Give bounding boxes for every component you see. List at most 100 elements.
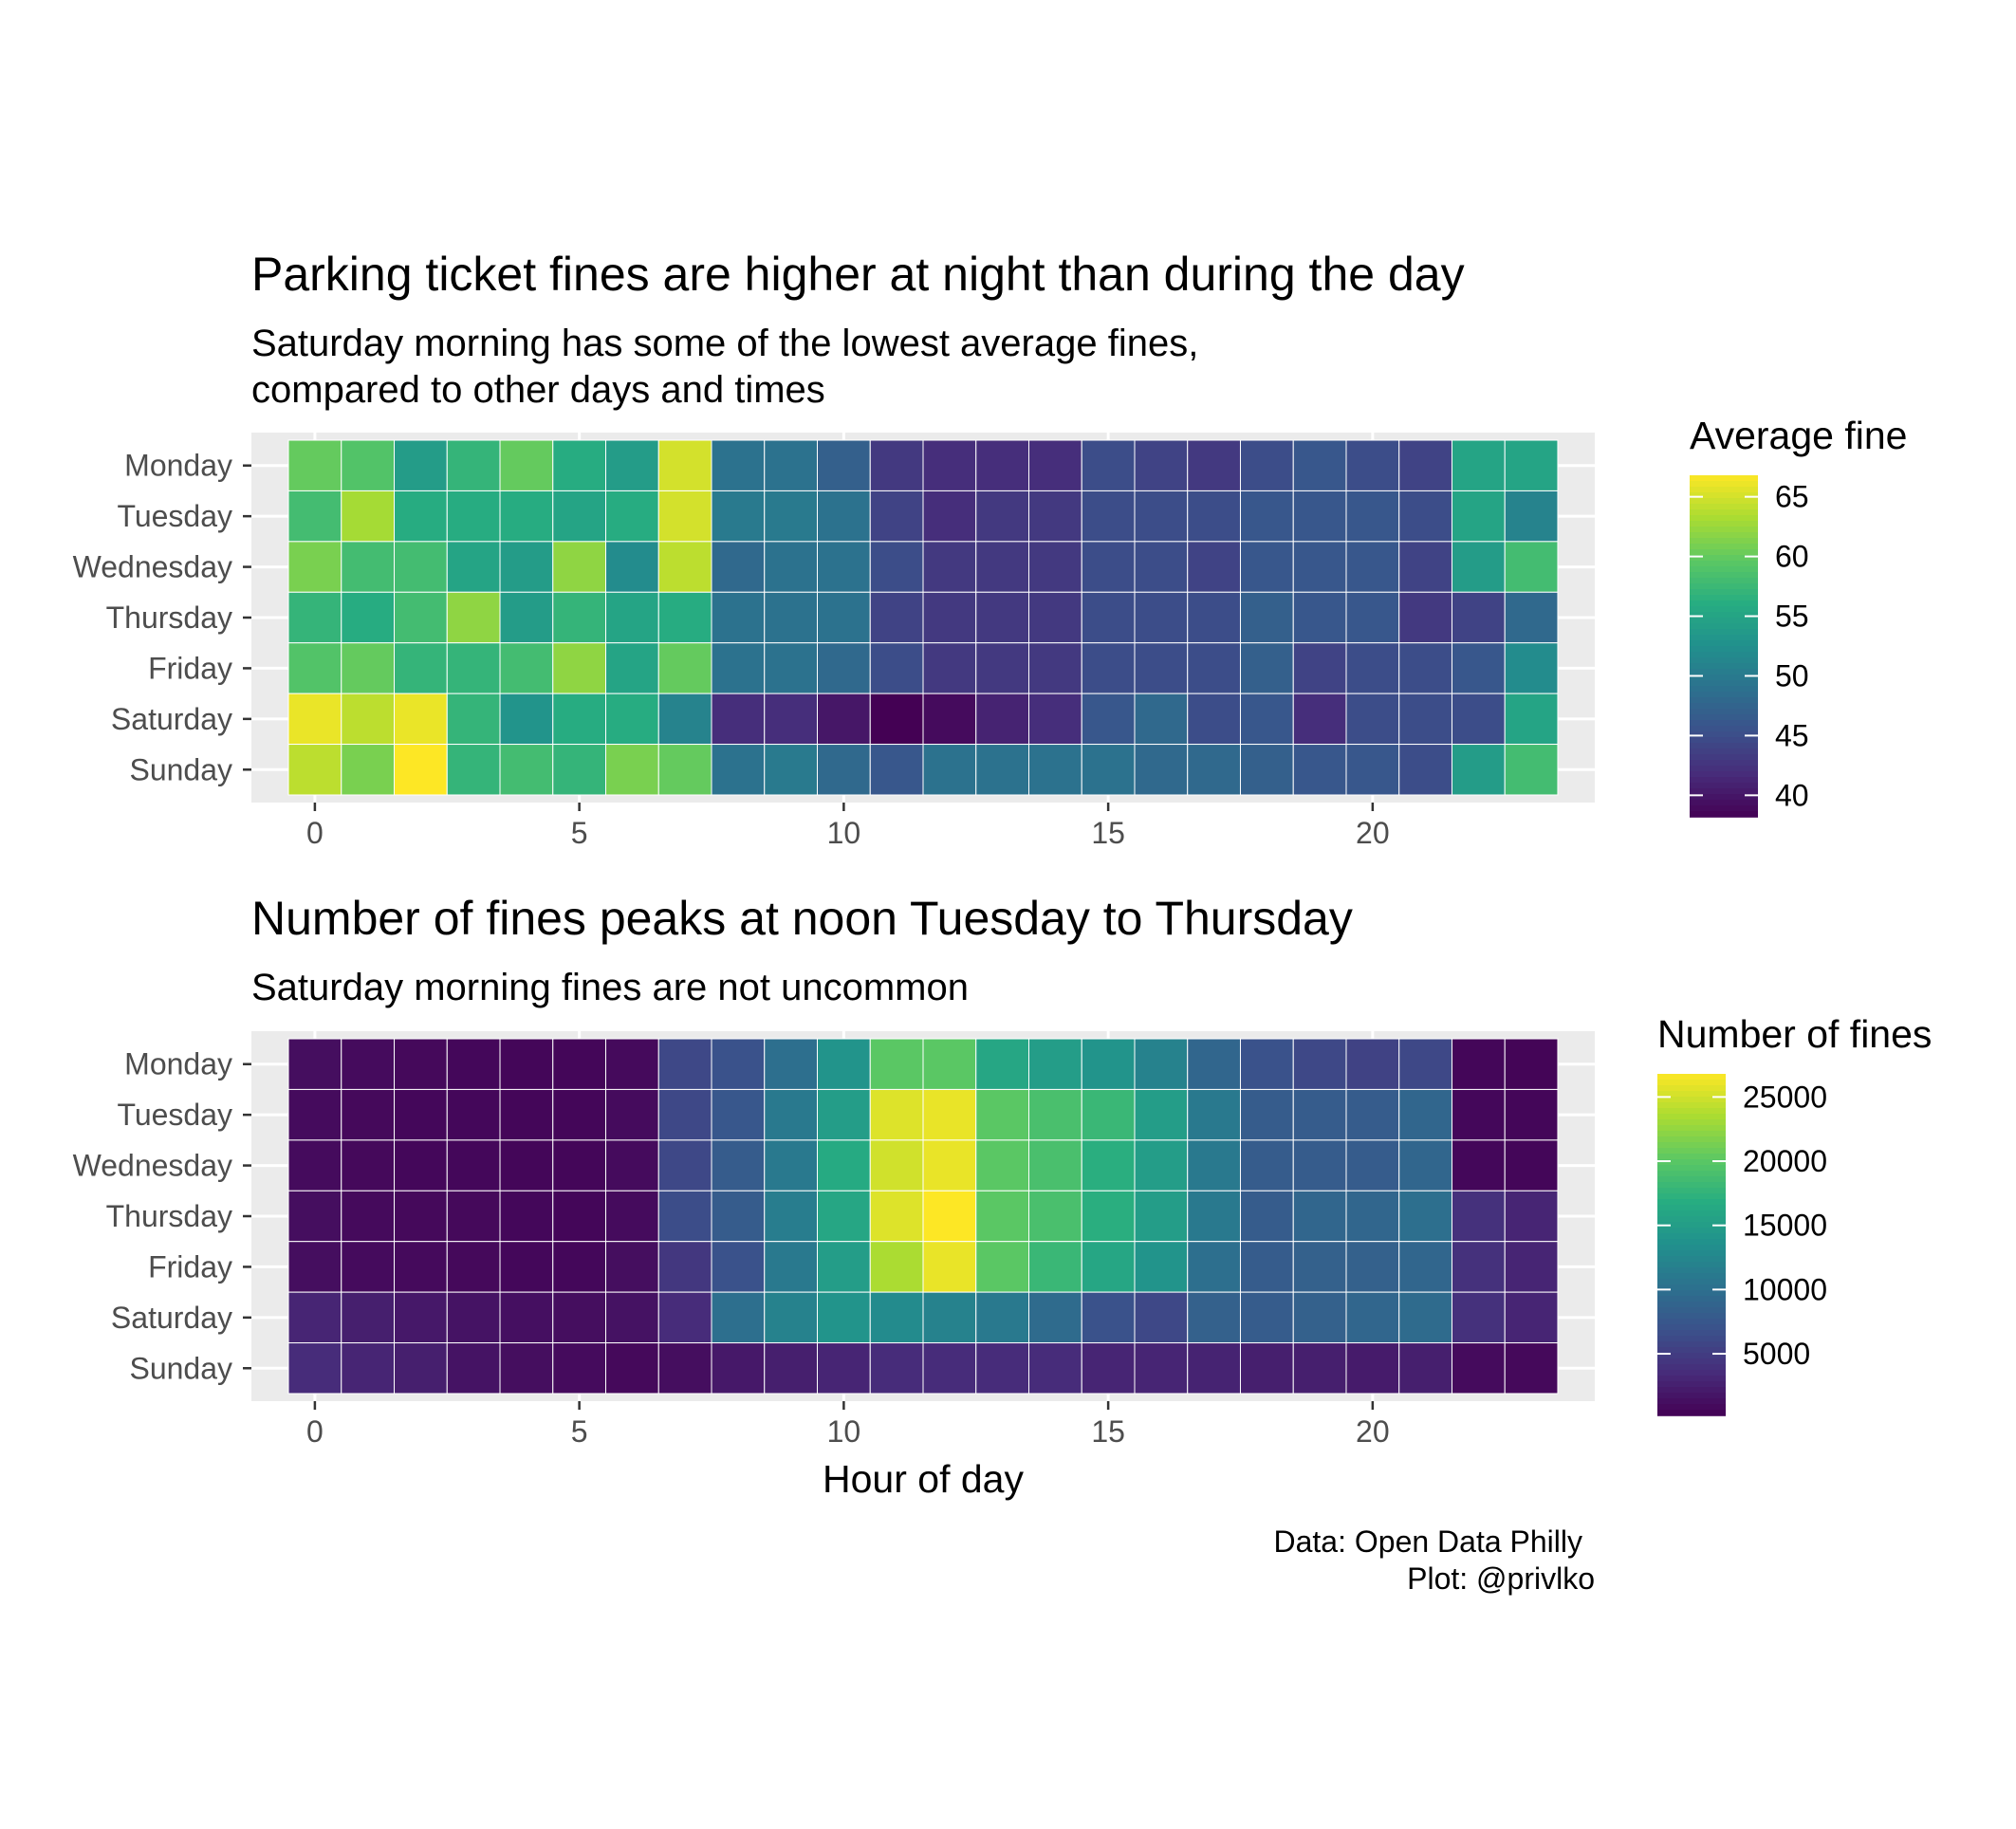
chart-2-cell	[1504, 1342, 1559, 1395]
chart-1-cell	[1134, 744, 1189, 796]
chart-2-legend-colorbar-segment	[1657, 1171, 1726, 1177]
chart-2-cell	[1027, 1342, 1082, 1395]
chart-1-cell	[552, 591, 607, 644]
chart-1-cell	[287, 490, 342, 543]
chart-2-cell	[1504, 1038, 1559, 1090]
chart-1-legend-label: 50	[1775, 658, 1809, 693]
chart-2-cell	[552, 1241, 607, 1293]
chart-1-subtitle-line-1: Saturday morning has some of the lowest …	[251, 323, 1198, 364]
chart-1-cell	[711, 693, 766, 746]
chart-2-x-tick-label: 0	[306, 1414, 324, 1449]
chart-1-subtitle-line-2: compared to other days and times	[251, 369, 825, 411]
chart-2-cell	[446, 1342, 501, 1395]
chart-1-legend-colorbar-segment	[1690, 709, 1758, 715]
chart-2-legend-colorbar-segment	[1657, 1159, 1726, 1166]
chart-1-legend-colorbar-segment	[1690, 794, 1758, 801]
chart-2-legend-colorbar-segment	[1657, 1330, 1726, 1337]
chart-2-cell	[1398, 1241, 1452, 1293]
chart-2-cell	[446, 1038, 501, 1090]
chart-2-legend-colorbar-segment	[1657, 1250, 1726, 1257]
chart-2-cell	[446, 1088, 501, 1141]
chart-1-cell	[922, 744, 977, 796]
chart-2-legend-colorbar-segment	[1657, 1148, 1726, 1155]
chart-1-x-tick-label: 15	[1091, 816, 1125, 850]
chart-2-cell	[1398, 1038, 1452, 1090]
chart-2-legend-colorbar-segment	[1657, 1108, 1726, 1115]
chart-2-cell	[764, 1190, 819, 1243]
chart-2-legend-colorbar-segment	[1657, 1370, 1726, 1376]
chart-2-cell	[1504, 1139, 1559, 1192]
chart-2-legend-colorbar-segment	[1657, 1267, 1726, 1274]
chart-1-legend-colorbar-segment	[1690, 589, 1758, 596]
chart-1-cell	[1187, 490, 1241, 543]
chart-1-legend-colorbar-segment	[1690, 549, 1758, 556]
chart-2-cell	[341, 1088, 396, 1141]
chart-1-legend-colorbar-segment	[1690, 669, 1758, 675]
chart-1-cell	[341, 693, 396, 746]
chart-2-cell	[1134, 1342, 1189, 1395]
chart-1-cell	[869, 490, 924, 543]
chart-1-cell	[1504, 642, 1559, 694]
chart-1-legend-colorbar-segment	[1690, 692, 1758, 698]
chart-1-cell	[657, 642, 712, 694]
chart-1-cell	[764, 541, 819, 593]
chart-2-cell	[1451, 1190, 1506, 1243]
chart-1-cell	[605, 642, 659, 694]
chart-2-cell	[657, 1190, 712, 1243]
chart-1-cell	[1239, 642, 1294, 694]
chart-1-cell	[287, 744, 342, 796]
chart-1-legend-colorbar-segment	[1690, 504, 1758, 510]
chart-2-cell	[817, 1291, 871, 1344]
panel-average-fine: Parking ticket fines are higher at night…	[73, 248, 1908, 850]
chart-2-cell	[499, 1342, 554, 1395]
chart-2-cell	[341, 1038, 396, 1090]
chart-2-cell	[499, 1038, 554, 1090]
chart-1-cell	[1081, 693, 1136, 746]
chart-2-cell	[1027, 1139, 1082, 1192]
chart-2-cell	[499, 1139, 554, 1192]
chart-1-y-tick-label: Thursday	[106, 600, 232, 635]
chart-1-cell	[552, 439, 607, 491]
chart-1-cell	[869, 744, 924, 796]
chart-1-legend-colorbar-segment	[1690, 766, 1758, 772]
chart-2-cell	[1187, 1139, 1241, 1192]
chart-1-legend-colorbar-segment	[1690, 481, 1758, 488]
chart-1-cell	[869, 439, 924, 491]
chart-2-cell	[499, 1291, 554, 1344]
chart-1-cell	[1345, 439, 1400, 491]
chart-2-legend-colorbar-segment	[1657, 1387, 1726, 1394]
chart-2-cell	[1081, 1241, 1136, 1293]
chart-2-cell	[1451, 1342, 1506, 1395]
chart-2-cell	[1345, 1139, 1400, 1192]
panel-number-of-fines: Number of fines peaks at noon Tuesday to…	[73, 892, 1933, 1501]
chart-1-cell	[552, 642, 607, 694]
chart-1-legend-label: 45	[1775, 718, 1809, 752]
chart-1-legend-colorbar-segment	[1690, 754, 1758, 761]
chart-1-cell	[764, 439, 819, 491]
chart-2-cell	[1027, 1291, 1082, 1344]
chart-2-cell	[657, 1139, 712, 1192]
chart-2-cell	[657, 1291, 712, 1344]
chart-1-cell	[975, 541, 1029, 593]
chart-1-cell	[711, 490, 766, 543]
chart-2-cell	[287, 1241, 342, 1293]
chart-1-cell	[1345, 642, 1400, 694]
chart-1-legend-colorbar-segment	[1690, 578, 1758, 584]
chart-2-cell	[711, 1241, 766, 1293]
chart-2-legend-label: 5000	[1743, 1337, 1810, 1371]
chart-2-legend-colorbar-segment	[1657, 1262, 1726, 1268]
chart-2-legend-colorbar-segment	[1657, 1353, 1726, 1359]
chart-1-legend-colorbar-segment	[1690, 805, 1758, 812]
chart-2-cell	[394, 1190, 448, 1243]
chart-1-cell	[1187, 642, 1241, 694]
chart-2-cell	[922, 1139, 977, 1192]
chart-1-cell	[605, 439, 659, 491]
chart-1-cell	[1187, 541, 1241, 593]
chart-1-cell	[869, 591, 924, 644]
chart-2-legend-label: 20000	[1743, 1144, 1827, 1178]
chart-1-cell	[975, 744, 1029, 796]
chart-2-legend-colorbar-segment	[1657, 1131, 1726, 1137]
chart-2-cell	[1081, 1291, 1136, 1344]
chart-2-cell	[1187, 1291, 1241, 1344]
chart-1-cell	[975, 439, 1029, 491]
